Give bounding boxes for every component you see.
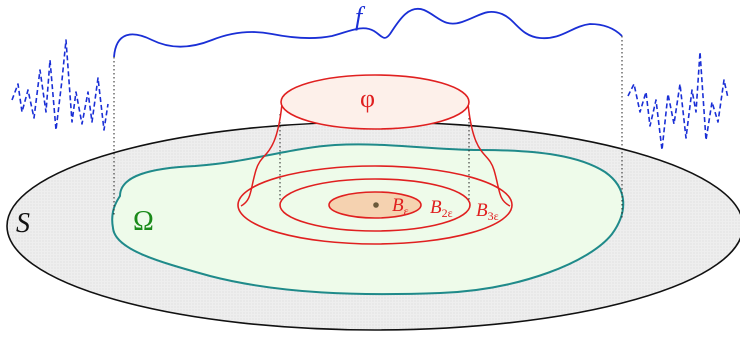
phi-top xyxy=(280,74,470,130)
function-f-curve xyxy=(113,7,623,58)
center-point xyxy=(373,202,379,208)
label-b-2eps: B2ε xyxy=(430,197,453,220)
phi-side-right xyxy=(467,103,511,207)
ball-3eps xyxy=(237,165,513,245)
function-f-dashed-left xyxy=(11,39,109,131)
label-phi: φ xyxy=(360,84,375,113)
label-f: f xyxy=(355,2,366,31)
label-b-3eps: B3ε xyxy=(476,200,499,223)
label-omega: Ω xyxy=(133,206,154,237)
domain-omega xyxy=(111,143,625,296)
label-b-eps: Bε xyxy=(392,195,409,218)
function-f-dashed-right xyxy=(627,51,729,151)
ball-2eps xyxy=(279,178,471,232)
phi-side-left xyxy=(240,103,283,207)
label-s: S xyxy=(16,208,30,239)
